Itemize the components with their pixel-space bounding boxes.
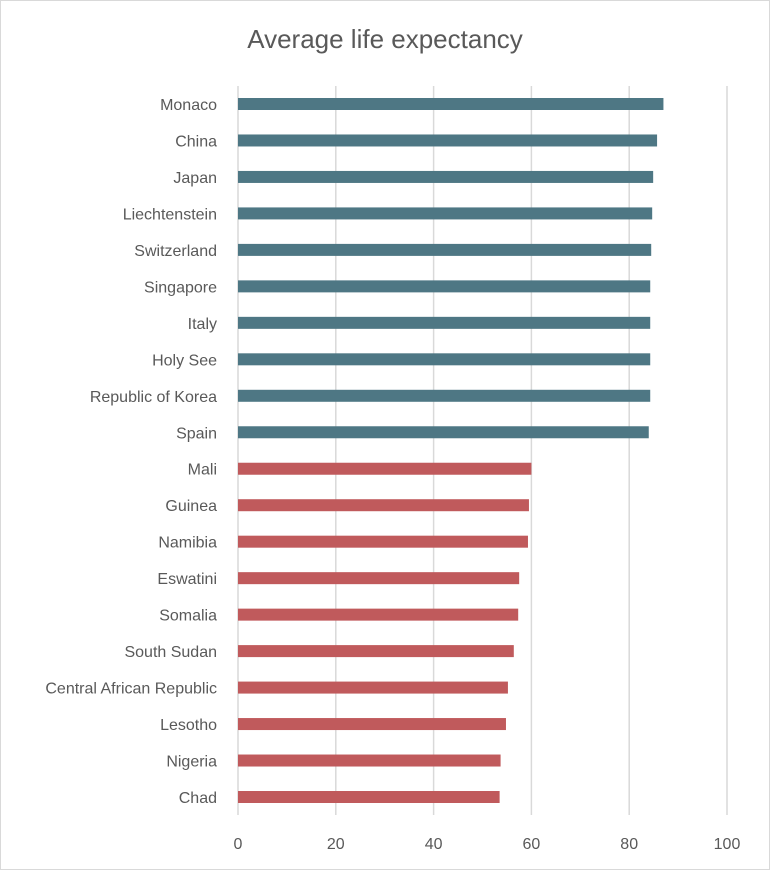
x-tick-label: 100 xyxy=(714,836,741,853)
bar xyxy=(238,791,500,803)
x-tick-label: 0 xyxy=(234,836,243,853)
category-label: Central African Republic xyxy=(45,681,217,698)
bar xyxy=(238,243,652,256)
category-label: Monaco xyxy=(160,97,217,114)
category-label: Namibia xyxy=(158,535,217,552)
x-tick-label: 20 xyxy=(327,836,345,853)
bar xyxy=(238,389,651,402)
bar xyxy=(238,462,532,475)
bar xyxy=(238,572,520,585)
category-label: Mali xyxy=(188,462,217,479)
category-label: Singapore xyxy=(144,279,217,296)
bar xyxy=(238,353,651,366)
category-label: Guinea xyxy=(165,498,217,515)
bar xyxy=(238,280,651,293)
category-label: Italy xyxy=(188,316,217,333)
category-label: South Sudan xyxy=(124,644,217,661)
bar xyxy=(238,499,529,512)
bar xyxy=(238,98,664,110)
category-label: China xyxy=(175,133,217,150)
x-tick-label: 80 xyxy=(620,836,638,853)
category-label: Japan xyxy=(173,170,217,187)
category-label: Chad xyxy=(179,790,217,807)
category-label: Eswatini xyxy=(157,571,217,588)
category-label: Spain xyxy=(176,425,217,442)
bar xyxy=(238,207,653,220)
bar xyxy=(238,608,519,621)
bar xyxy=(238,316,651,329)
bar xyxy=(238,754,501,767)
x-tick-label: 40 xyxy=(425,836,443,853)
bar xyxy=(238,134,658,147)
bar xyxy=(238,718,506,731)
bar xyxy=(238,170,654,183)
x-tick-label: 60 xyxy=(523,836,541,853)
category-label: Liechtenstein xyxy=(123,206,217,223)
bar xyxy=(238,645,514,658)
category-label: Holy See xyxy=(152,352,217,369)
bar xyxy=(238,681,508,694)
category-label: Republic of Korea xyxy=(90,389,217,406)
chart-title: Average life expectancy xyxy=(247,24,523,54)
bar xyxy=(238,535,528,548)
category-label: Somalia xyxy=(159,608,217,625)
category-label: Nigeria xyxy=(166,754,217,771)
category-label: Lesotho xyxy=(160,717,217,734)
category-label: Switzerland xyxy=(134,243,217,260)
bar xyxy=(238,426,649,439)
